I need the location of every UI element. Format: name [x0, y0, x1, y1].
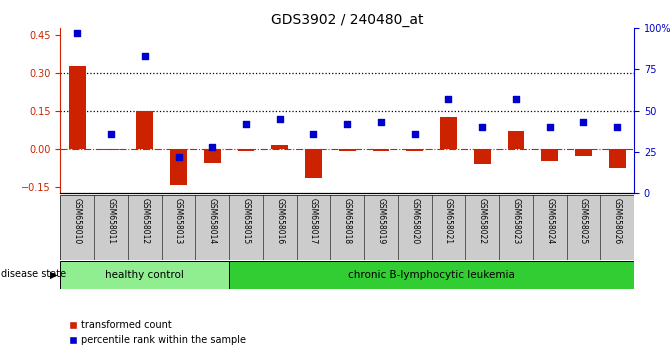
Point: [72, 30, 83, 36]
Text: GSM658024: GSM658024: [546, 198, 554, 244]
Text: healthy control: healthy control: [105, 270, 185, 280]
Point: [342, 121, 353, 127]
Bar: [609, 149, 625, 167]
Bar: [271, 145, 288, 149]
Bar: [305, 149, 322, 178]
Text: GSM658012: GSM658012: [140, 198, 149, 244]
Point: [376, 119, 386, 125]
Point: [105, 131, 116, 137]
Bar: [69, 66, 86, 149]
Bar: [229, 261, 634, 289]
Text: GSM658014: GSM658014: [208, 198, 217, 244]
Bar: [507, 131, 525, 149]
Text: GSM658021: GSM658021: [444, 198, 453, 244]
Bar: [60, 261, 229, 289]
Text: GSM658016: GSM658016: [275, 198, 285, 244]
Bar: [238, 149, 254, 151]
Text: GSM658026: GSM658026: [613, 198, 622, 244]
Point: [409, 131, 420, 137]
Bar: [136, 111, 153, 149]
Text: GSM658015: GSM658015: [242, 198, 250, 244]
Bar: [339, 149, 356, 151]
Point: [443, 96, 454, 102]
Bar: [474, 149, 491, 164]
Point: [511, 96, 521, 102]
Text: GSM658013: GSM658013: [174, 198, 183, 244]
Bar: [372, 149, 389, 151]
Point: [241, 121, 252, 127]
Text: GSM658017: GSM658017: [309, 198, 318, 244]
Text: GSM658018: GSM658018: [343, 198, 352, 244]
Point: [140, 53, 150, 59]
Text: GSM658011: GSM658011: [107, 198, 115, 244]
Point: [207, 144, 217, 150]
Bar: [575, 149, 592, 156]
Text: chronic B-lymphocytic leukemia: chronic B-lymphocytic leukemia: [348, 270, 515, 280]
Text: GSM658023: GSM658023: [511, 198, 521, 244]
Legend: transformed count, percentile rank within the sample: transformed count, percentile rank withi…: [65, 316, 250, 349]
Point: [544, 124, 555, 130]
Text: GSM658022: GSM658022: [478, 198, 486, 244]
Title: GDS3902 / 240480_at: GDS3902 / 240480_at: [271, 13, 423, 27]
Point: [578, 119, 589, 125]
Bar: [204, 149, 221, 162]
Text: ▶: ▶: [50, 269, 58, 279]
Point: [308, 131, 319, 137]
Point: [173, 154, 184, 160]
Bar: [170, 149, 187, 185]
Bar: [541, 149, 558, 161]
Text: GSM658020: GSM658020: [410, 198, 419, 244]
Point: [477, 124, 488, 130]
Bar: [103, 149, 119, 150]
Bar: [407, 149, 423, 151]
Point: [274, 116, 285, 122]
Bar: [440, 117, 457, 149]
Text: GSM658010: GSM658010: [72, 198, 82, 244]
Text: disease state: disease state: [1, 269, 66, 279]
Point: [612, 124, 623, 130]
Text: GSM658025: GSM658025: [579, 198, 588, 244]
Text: GSM658019: GSM658019: [376, 198, 386, 244]
